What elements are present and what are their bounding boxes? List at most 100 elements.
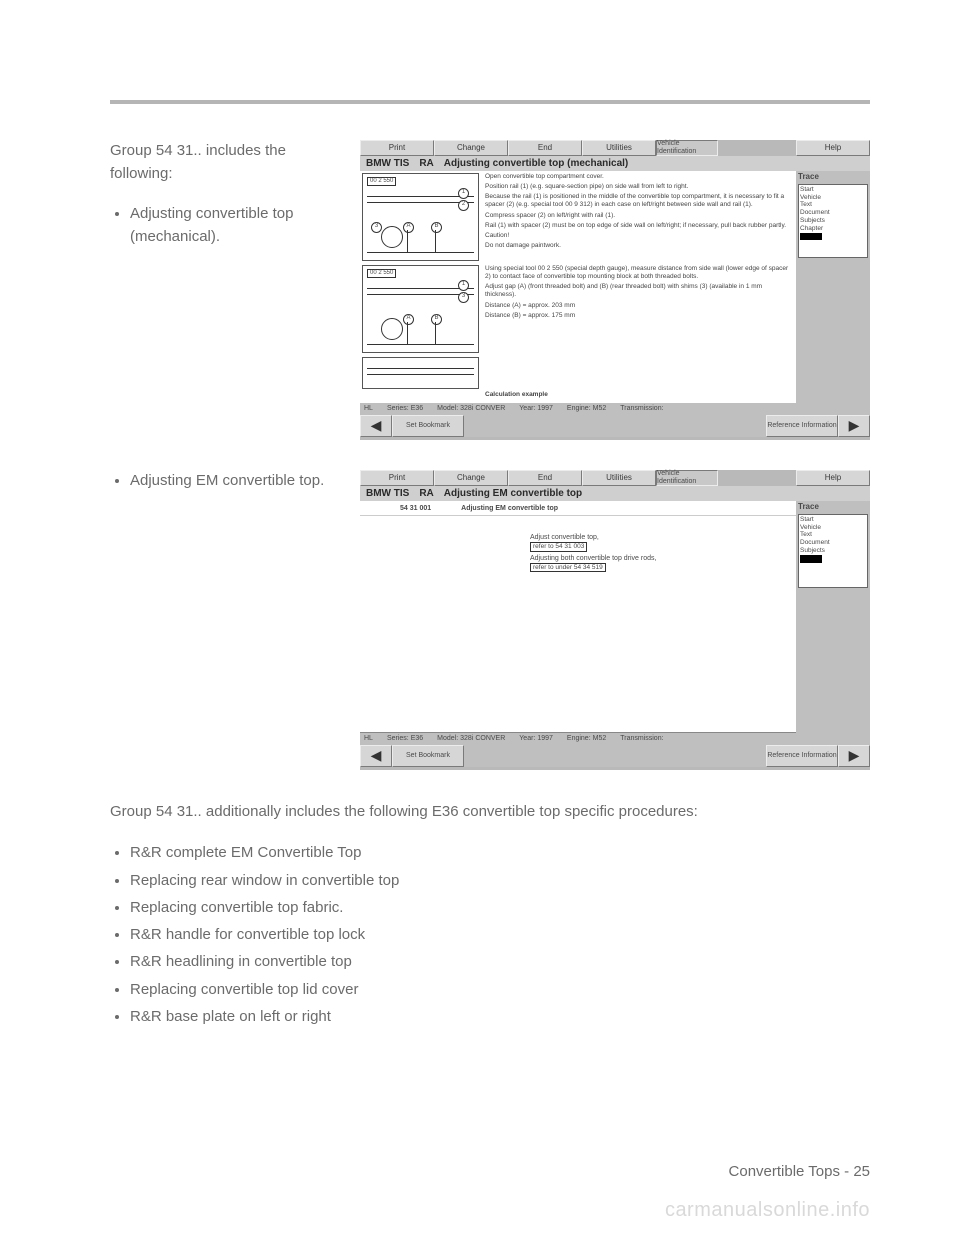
next-arrow-button[interactable]: ▶ xyxy=(838,415,870,437)
doc-line: Adjust convertible top, xyxy=(530,534,786,542)
diagram-3 xyxy=(362,357,479,389)
tis-title: Adjusting convertible top (mechanical) xyxy=(444,158,628,169)
vehicle-id-label: Vehicle Identification xyxy=(656,470,718,486)
status-series-label: Series: xyxy=(387,735,409,742)
doc-link[interactable]: refer to 54 31 003 xyxy=(530,542,587,551)
prev-arrow-button[interactable]: ◀ xyxy=(360,745,392,767)
doc-line: Adjusting both convertible top drive rod… xyxy=(530,555,786,563)
status-trans-label: Transmission: xyxy=(620,735,663,743)
trace-item[interactable]: Vehicle xyxy=(800,194,866,202)
diagram-2: 00 2 550 1 3 A B xyxy=(362,265,479,353)
doc-link[interactable]: refer to under 54 34 519 xyxy=(530,563,606,572)
change-button[interactable]: Change xyxy=(434,470,508,486)
end-button[interactable]: End xyxy=(508,140,582,156)
help-button[interactable]: Help xyxy=(796,140,870,156)
trace-item-selected[interactable] xyxy=(800,233,822,241)
end-button[interactable]: End xyxy=(508,470,582,486)
trace-list[interactable]: Start Vehicle Text Document Subjects Cha… xyxy=(798,184,868,258)
procedure-line: Adjust gap (A) (front threaded bolt) and… xyxy=(485,283,792,299)
print-button[interactable]: Print xyxy=(360,470,434,486)
step-text-3: Calculation example xyxy=(481,355,796,403)
utilities-button[interactable]: Utilities xyxy=(582,140,656,156)
bullet-item: Adjusting EM convertible top. xyxy=(130,470,340,493)
status-hl: HL xyxy=(364,735,373,743)
additional-text-block: Group 54 31.. additionally includes the … xyxy=(110,800,870,1028)
step-text-1: Open convertible top compartment cover. … xyxy=(481,171,796,263)
utilities-button[interactable]: Utilities xyxy=(582,470,656,486)
tis-brand: BMW TIS xyxy=(366,488,409,499)
tis-bottombar: ◀ Set Bookmark Reference Information ▶ xyxy=(360,415,870,437)
step-text-2: Using special tool 00 2 550 (special dep… xyxy=(481,263,796,355)
trace-label: Trace xyxy=(798,503,868,512)
status-engine-label: Engine: xyxy=(567,405,591,412)
calc-label: Calculation example xyxy=(485,391,548,399)
trace-item[interactable]: Vehicle xyxy=(800,524,866,532)
trace-item[interactable]: Document xyxy=(800,209,866,217)
change-button[interactable]: Change xyxy=(434,140,508,156)
next-arrow-button[interactable]: ▶ xyxy=(838,745,870,767)
print-button[interactable]: Print xyxy=(360,140,434,156)
trace-item[interactable]: Start xyxy=(800,186,866,194)
procedure-line: Rail (1) with spacer (2) must be on top … xyxy=(485,222,792,230)
help-button[interactable]: Help xyxy=(796,470,870,486)
trace-item[interactable]: Text xyxy=(800,201,866,209)
tool-number-box: 00 2 550 xyxy=(367,269,396,278)
screenshot-1: Print Change End Utilities Vehicle Ident… xyxy=(360,140,870,440)
status-year-value: 1997 xyxy=(537,405,553,412)
trace-item-selected[interactable] xyxy=(800,555,822,563)
procedure-item: Replacing convertible top fabric. xyxy=(130,896,870,919)
procedure-item: R&R headlining in convertible top xyxy=(130,950,870,973)
procedure-item: Replacing rear window in convertible top xyxy=(130,869,870,892)
tis-main-pane: 00 2 550 1 2 3 A B xyxy=(360,171,796,403)
set-bookmark-button[interactable]: Set Bookmark xyxy=(392,745,464,767)
left-text-1: Group 54 31.. includes the following: Ad… xyxy=(110,140,340,440)
step-row-3: Calculation example xyxy=(360,355,796,403)
header-rule xyxy=(110,100,870,104)
prev-arrow-button[interactable]: ◀ xyxy=(360,415,392,437)
trace-item[interactable]: Text xyxy=(800,531,866,539)
reference-info-button[interactable]: Reference Information xyxy=(766,745,838,767)
tis-window-1: Print Change End Utilities Vehicle Ident… xyxy=(360,140,870,440)
reference-info-button[interactable]: Reference Information xyxy=(766,415,838,437)
trace-item[interactable]: Document xyxy=(800,539,866,547)
status-series-label: Series: xyxy=(387,405,409,412)
section-row-2: Adjusting EM convertible top. Print Chan… xyxy=(110,470,870,770)
status-model-value: 328i CONVER xyxy=(460,405,505,412)
tis-menubar: Print Change End Utilities Vehicle Ident… xyxy=(360,140,870,156)
screenshot-2: Print Change End Utilities Vehicle Ident… xyxy=(360,470,870,770)
procedure-line: Compress spacer (2) on left/right with r… xyxy=(485,212,792,220)
procedure-item: R&R handle for convertible top lock xyxy=(130,923,870,946)
tis-window-2: Print Change End Utilities Vehicle Ident… xyxy=(360,470,870,770)
status-model-value: 328i CONVER xyxy=(460,735,505,742)
trace-item[interactable]: Start xyxy=(800,516,866,524)
page-footer: Convertible Tops - 25 xyxy=(729,1163,870,1180)
procedure-item: R&R complete EM Convertible Top xyxy=(130,841,870,864)
status-model-label: Model: xyxy=(437,735,458,742)
manual-page: Group 54 31.. includes the following: Ad… xyxy=(0,0,960,1240)
procedure-line: Distance (A) = approx. 203 mm xyxy=(485,302,792,310)
procedure-list: R&R complete EM Convertible Top Replacin… xyxy=(110,841,870,1028)
status-trans-label: Transmission: xyxy=(620,405,663,413)
trace-item[interactable]: Chapter xyxy=(800,225,866,233)
step-row-2: 00 2 550 1 3 A B xyxy=(360,263,796,355)
trace-list[interactable]: Start Vehicle Text Document Subjects xyxy=(798,514,868,588)
status-engine-label: Engine: xyxy=(567,735,591,742)
tis-ra: RA xyxy=(419,158,433,169)
tis-bottombar: ◀ Set Bookmark Reference Information ▶ xyxy=(360,745,870,767)
status-series-value: E36 xyxy=(411,735,423,742)
tis-titlebar: BMW TIS RA Adjusting EM convertible top xyxy=(360,486,870,501)
doc-number: 54 31 001 xyxy=(400,505,431,513)
status-hl: HL xyxy=(364,405,373,413)
trace-item[interactable]: Subjects xyxy=(800,217,866,225)
procedure-line: Position rail (1) (e.g. square-section p… xyxy=(485,183,792,191)
procedure-line: Do not damage paintwork. xyxy=(485,242,792,250)
left-text-2: Adjusting EM convertible top. xyxy=(110,470,340,770)
trace-item[interactable]: Subjects xyxy=(800,547,866,555)
step-row-1: 00 2 550 1 2 3 A B xyxy=(360,171,796,263)
watermark: carmanualsonline.info xyxy=(665,1199,870,1222)
vehicle-id-label: Vehicle Identification xyxy=(656,140,718,156)
diagram-1: 00 2 550 1 2 3 A B xyxy=(362,173,479,261)
intro-paragraph: Group 54 31.. includes the following: xyxy=(110,140,340,185)
set-bookmark-button[interactable]: Set Bookmark xyxy=(392,415,464,437)
procedure-line: Open convertible top compartment cover. xyxy=(485,173,792,181)
